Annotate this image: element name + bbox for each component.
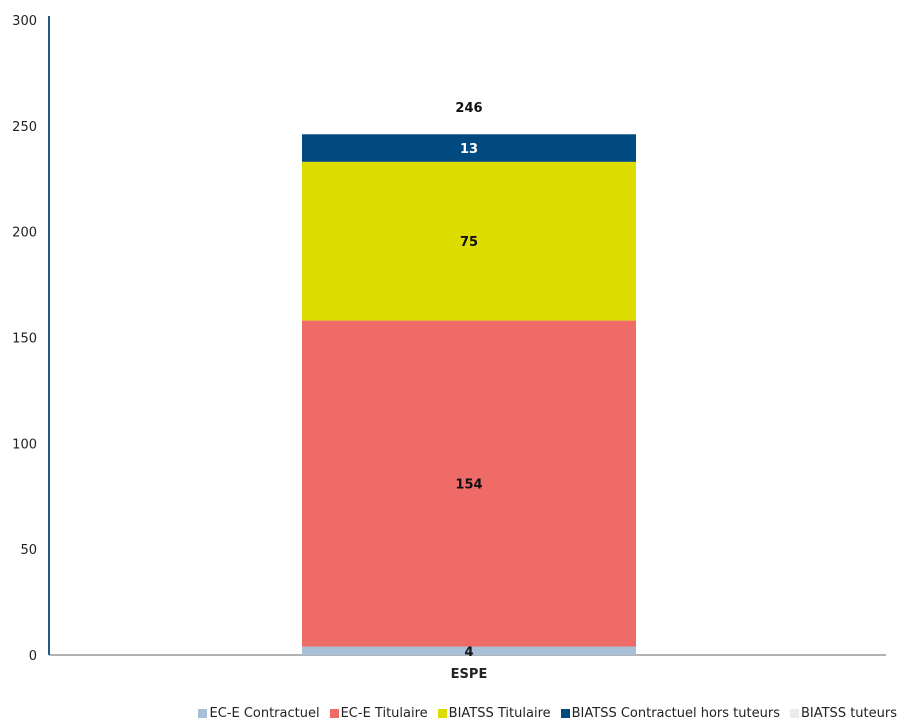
legend-label: BIATSS Titulaire [448,706,551,721]
legend-label: BIATSS Contractuel hors tuteurs [571,706,780,721]
legend-item: EC-E Titulaire [329,706,428,721]
legend-swatch [789,709,799,718]
bar-segment-ec-e-titulaire [302,320,636,647]
data-label: 13 [460,142,478,157]
x-category-label: ESPE [451,667,488,682]
y-tick-label: 0 [29,649,37,664]
legend-swatch [437,709,447,718]
legend-label: EC-E Titulaire [340,706,428,721]
legend-item: BIATSS Contractuel hors tuteurs [560,706,780,721]
chart-svg: 0 50 100 150 200 250 300 4 154 75 13 246 ESPE [12,14,886,682]
legend-item: EC-E Contractuel [198,706,320,721]
legend-swatch [198,709,208,718]
bar-segment-biatss-titulaire [302,161,636,321]
legend-swatch [560,709,570,718]
bar-segment-biatss-contractuel-hors-tuteurs [302,134,636,162]
data-label: 4 [464,645,473,660]
y-tick-label: 300 [12,14,37,29]
y-tick-label: 50 [20,543,37,558]
total-label: 246 [455,101,482,116]
y-tick-label: 150 [12,332,37,347]
y-tick-label: 250 [12,120,37,135]
legend-item: BIATSS Titulaire [437,706,551,721]
legend-swatch [329,709,339,718]
data-label: 75 [460,235,478,250]
bar-segment-ec-e-contractuel [302,646,636,655]
legend-label: BIATSS tuteurs [800,706,897,721]
legend-label: EC-E Contractuel [209,706,320,721]
y-tick-label: 200 [12,226,37,241]
y-tick-label: 100 [12,437,37,452]
legend: EC-E Contractuel EC-E Titulaire BIATSS Tit… [0,706,901,721]
data-label: 154 [455,478,482,493]
legend-item: BIATSS tuteurs [789,706,897,721]
